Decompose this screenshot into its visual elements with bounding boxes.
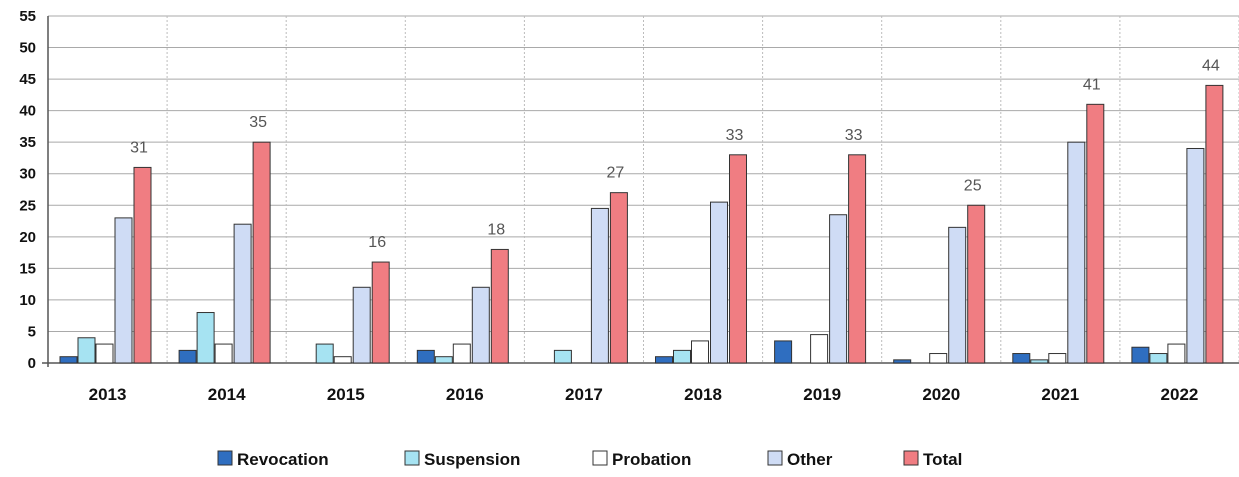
y-tick-label: 10 <box>19 292 36 309</box>
bar-suspension-2014 <box>196 312 215 364</box>
bar-total-2021 <box>1086 103 1105 364</box>
legend-swatch-probation <box>592 450 608 466</box>
legend-swatch-suspension <box>404 450 420 466</box>
bar-probation-2021 <box>1048 353 1067 364</box>
data-label-total: 41 <box>1083 76 1101 93</box>
bar-revocation-2022 <box>1131 346 1150 364</box>
bar-revocation-2019 <box>774 340 793 364</box>
bar-total-2018 <box>729 154 747 364</box>
y-tick-label: 15 <box>19 260 36 277</box>
bar-other-2013 <box>114 217 133 364</box>
bar-probation-2022 <box>1167 343 1186 364</box>
y-tick-label: 5 <box>28 323 36 340</box>
legend-label-other: Other <box>787 450 833 469</box>
bar-other-2017 <box>590 207 609 364</box>
bar-total-2022 <box>1205 84 1224 364</box>
bar-other-2021 <box>1067 141 1086 364</box>
x-tick-label: 2018 <box>684 385 722 404</box>
bar-suspension-2018 <box>673 349 691 364</box>
bar-revocation-2013 <box>59 356 78 364</box>
bar-probation-2016 <box>452 343 471 364</box>
y-tick-label: 30 <box>19 166 36 183</box>
bar-suspension-2022 <box>1149 353 1168 364</box>
legend-label-suspension: Suspension <box>424 450 520 469</box>
bar-total-2020 <box>967 204 986 364</box>
y-tick-label: 50 <box>19 40 36 57</box>
data-label-total: 31 <box>130 139 148 156</box>
bar-probation-2015 <box>333 356 352 364</box>
data-label-total: 16 <box>368 234 386 251</box>
data-label-total: 33 <box>726 127 744 144</box>
bar-other-2016 <box>471 286 490 364</box>
data-label-total: 18 <box>487 221 505 238</box>
y-tick-label: 40 <box>19 103 36 120</box>
data-label-total: 33 <box>845 127 863 144</box>
data-label-total: 25 <box>964 177 982 194</box>
bar-revocation-2021 <box>1012 353 1031 364</box>
data-label-total: 44 <box>1202 57 1220 74</box>
bar-probation-2014 <box>214 343 233 364</box>
bar-probation-2018 <box>691 340 709 364</box>
bar-suspension-2013 <box>77 337 96 364</box>
bar-probation-2020 <box>929 353 948 364</box>
bar-other-2014 <box>233 223 252 364</box>
legend-label-probation: Probation <box>612 450 691 469</box>
bar-probation-2013 <box>95 343 114 364</box>
y-tick-label: 35 <box>19 134 36 151</box>
bar-other-2020 <box>948 226 967 364</box>
bar-total-2013 <box>133 166 152 364</box>
x-tick-label: 2013 <box>89 385 127 404</box>
bar-other-2022 <box>1186 147 1205 364</box>
bar-probation-2019 <box>810 334 829 364</box>
y-tick-label: 45 <box>19 71 36 88</box>
bar-other-2019 <box>829 214 848 364</box>
bar-revocation-2014 <box>178 349 197 364</box>
y-tick-label: 0 <box>28 355 36 372</box>
y-tick-label: 55 <box>19 8 36 25</box>
data-label-total: 27 <box>607 165 625 182</box>
bar-suspension-2021 <box>1030 359 1049 364</box>
bar-suspension-2015 <box>315 343 334 364</box>
legend-swatch-total <box>903 450 919 466</box>
bar-other-2015 <box>352 286 371 364</box>
x-tick-label: 2015 <box>327 385 365 404</box>
bar-revocation-2018 <box>655 356 673 364</box>
bar-total-2019 <box>848 154 867 364</box>
x-tick-label: 2020 <box>922 385 960 404</box>
x-tick-label: 2014 <box>208 385 246 404</box>
bar-revocation-2016 <box>416 349 435 364</box>
bar-total-2014 <box>252 141 271 364</box>
x-tick-label: 2017 <box>565 385 603 404</box>
bar-suspension-2016 <box>434 356 453 364</box>
x-tick-label: 2019 <box>803 385 841 404</box>
bar-total-2017 <box>609 192 628 364</box>
y-tick-label: 25 <box>19 197 36 214</box>
x-tick-label: 2022 <box>1161 385 1199 404</box>
x-tick-label: 2016 <box>446 385 484 404</box>
bar-total-2015 <box>371 261 390 364</box>
legend-label-revocation: Revocation <box>237 450 329 469</box>
bar-other-2018 <box>710 201 728 364</box>
bar-revocation-2020 <box>893 359 912 364</box>
y-tick-label: 20 <box>19 229 36 246</box>
data-label-total: 35 <box>249 114 267 131</box>
bar-suspension-2017 <box>553 349 572 364</box>
x-tick-label: 2021 <box>1041 385 1079 404</box>
legend-label-total: Total <box>923 450 962 469</box>
legend-swatch-other <box>767 450 783 466</box>
bar-total-2016 <box>490 248 509 364</box>
legend-swatch-revocation <box>217 450 233 466</box>
